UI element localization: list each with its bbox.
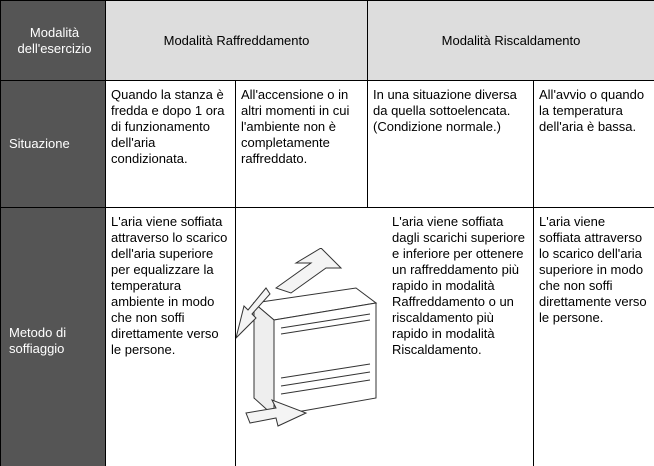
unit-illustration: [236, 248, 378, 427]
header-cell: Modalità Riscaldamento: [366, 0, 654, 81]
header-row: Modalità dell'esercizio Modalità Raffred…: [0, 0, 654, 81]
row-label: Metodo di soffiaggio: [0, 207, 106, 466]
cell: L'aria viene soffiata attraverso lo scar…: [105, 207, 236, 466]
header-cell: Modalità Raffreddamento: [105, 0, 368, 81]
row: Metodo di soffiaggio L'aria viene soffia…: [0, 207, 654, 466]
merged-cell: L'aria viene soffiata dagli scarichi sup…: [235, 207, 534, 466]
cell: Quando la stanza è fredda e dopo 1 ora d…: [105, 80, 236, 208]
cell: All'accensione o in altri momenti in cui…: [235, 80, 368, 208]
cell: In una situazione diversa da quella sott…: [367, 80, 534, 208]
cell: L'aria viene soffiata dagli scarichi sup…: [392, 214, 525, 357]
cell: L'aria viene soffiata attraverso lo scar…: [532, 207, 654, 466]
corner-cell: Modalità dell'esercizio: [0, 0, 106, 81]
cell: All'avvio o quando la temperatura dell'a…: [532, 80, 654, 208]
row: Situazione Quando la stanza è fredda e d…: [0, 80, 654, 208]
row-label: Situazione: [0, 80, 106, 208]
merged-content: L'aria viene soffiata dagli scarichi sup…: [236, 208, 533, 428]
